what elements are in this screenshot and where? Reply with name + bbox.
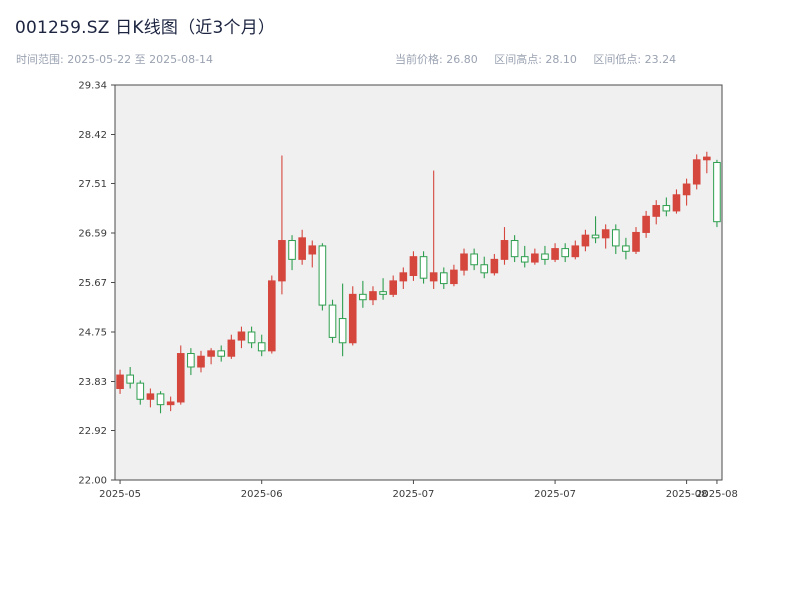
svg-text:29.34: 29.34 — [78, 81, 107, 92]
svg-text:22.00: 22.00 — [78, 476, 107, 487]
svg-text:27.51: 27.51 — [78, 179, 107, 190]
page-title: 001259.SZ 日K线图（近3个月） — [15, 18, 276, 38]
current-price-label: 当前价格: 26.80 — [395, 53, 478, 66]
svg-text:24.75: 24.75 — [78, 328, 107, 339]
svg-text:2025-07: 2025-07 — [393, 489, 435, 500]
kline-chart: 22.00 22.92 23.83 24.75 25.67 26.59 27.51 28.42… — [78, 81, 738, 501]
svg-text:2025-05: 2025-05 — [99, 489, 141, 500]
svg-text:2025-06: 2025-06 — [241, 489, 283, 500]
svg-text:26.59: 26.59 — [78, 228, 107, 239]
svg-text:23.83: 23.83 — [78, 377, 107, 388]
svg-text:22.92: 22.92 — [78, 426, 107, 437]
range-low-label: 区间低点: 23.24 — [593, 53, 677, 66]
svg-text:28.42: 28.42 — [78, 130, 107, 141]
svg-text:2025-07: 2025-07 — [534, 489, 576, 500]
range-high-label: 区间高点: 28.10 — [494, 53, 577, 66]
time-range-label: 时间范围: 2025-05-22 至 2025-08-14 — [16, 53, 214, 66]
svg-text:25.67: 25.67 — [78, 278, 107, 289]
svg-text:2025-08: 2025-08 — [696, 489, 738, 500]
price-stats: 当前价格: 26.80 区间高点: 28.10 区间低点: 23.24 — [395, 51, 689, 67]
svg-text:2025-08: 2025-08 — [666, 489, 708, 500]
